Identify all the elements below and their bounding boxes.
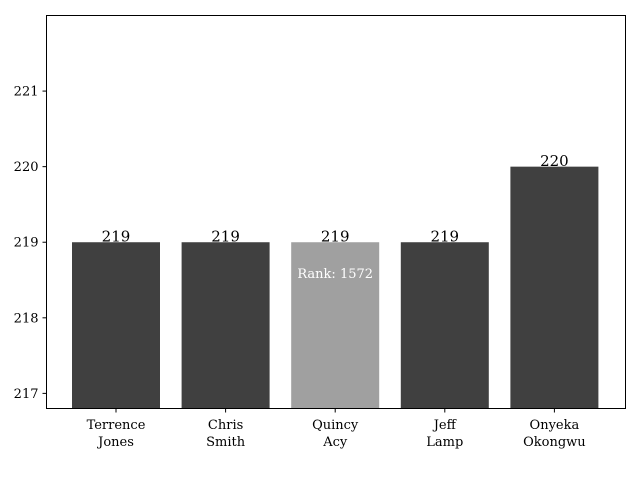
- bar-2: [291, 242, 380, 409]
- y-axis: 217 218 219 220 221: [14, 85, 47, 402]
- x-axis: Terrence Jones Chris Smith Quincy Acy Jeff Lamp…: [87, 408, 586, 450]
- y-tick-label-0: 217: [14, 387, 39, 402]
- x-tick-label-3-0: Jeff: [432, 418, 458, 433]
- x-tick-label-2-1: Acy: [322, 435, 348, 450]
- x-tick-label-4-0: Onyeka: [530, 418, 580, 433]
- bar-4: [510, 166, 599, 409]
- y-tick-label-3: 220: [14, 160, 39, 175]
- x-tick-label-0-0: Terrence: [87, 418, 146, 433]
- bar-value-label-2: 219: [321, 228, 350, 246]
- bar-3: [400, 242, 489, 409]
- x-tick-label-1-1: Smith: [206, 435, 246, 450]
- bar-value-label-3: 219: [430, 228, 459, 246]
- bars-group: [72, 166, 599, 409]
- x-tick-label-0-1: Jones: [96, 435, 134, 450]
- x-tick-label-4-1: Okongwu: [523, 435, 586, 450]
- y-tick-label-2: 219: [14, 236, 39, 251]
- bar-0: [72, 242, 160, 409]
- x-tick-label-2-0: Quincy: [312, 418, 359, 433]
- y-tick-label-1: 218: [14, 311, 39, 326]
- bar-value-label-0: 219: [102, 228, 131, 246]
- x-tick-label-1-0: Chris: [208, 418, 243, 433]
- bar-1: [181, 242, 270, 409]
- bar-value-label-4: 220: [540, 152, 569, 170]
- plot-frame: [46, 15, 626, 409]
- x-tick-label-3-1: Lamp: [426, 435, 463, 450]
- rank-annotation: Rank: 1572: [297, 267, 373, 282]
- y-tick-label-4: 221: [14, 85, 39, 100]
- value-labels-group: 219 219 219 219 220: [102, 152, 569, 246]
- bar-value-label-1: 219: [211, 228, 240, 246]
